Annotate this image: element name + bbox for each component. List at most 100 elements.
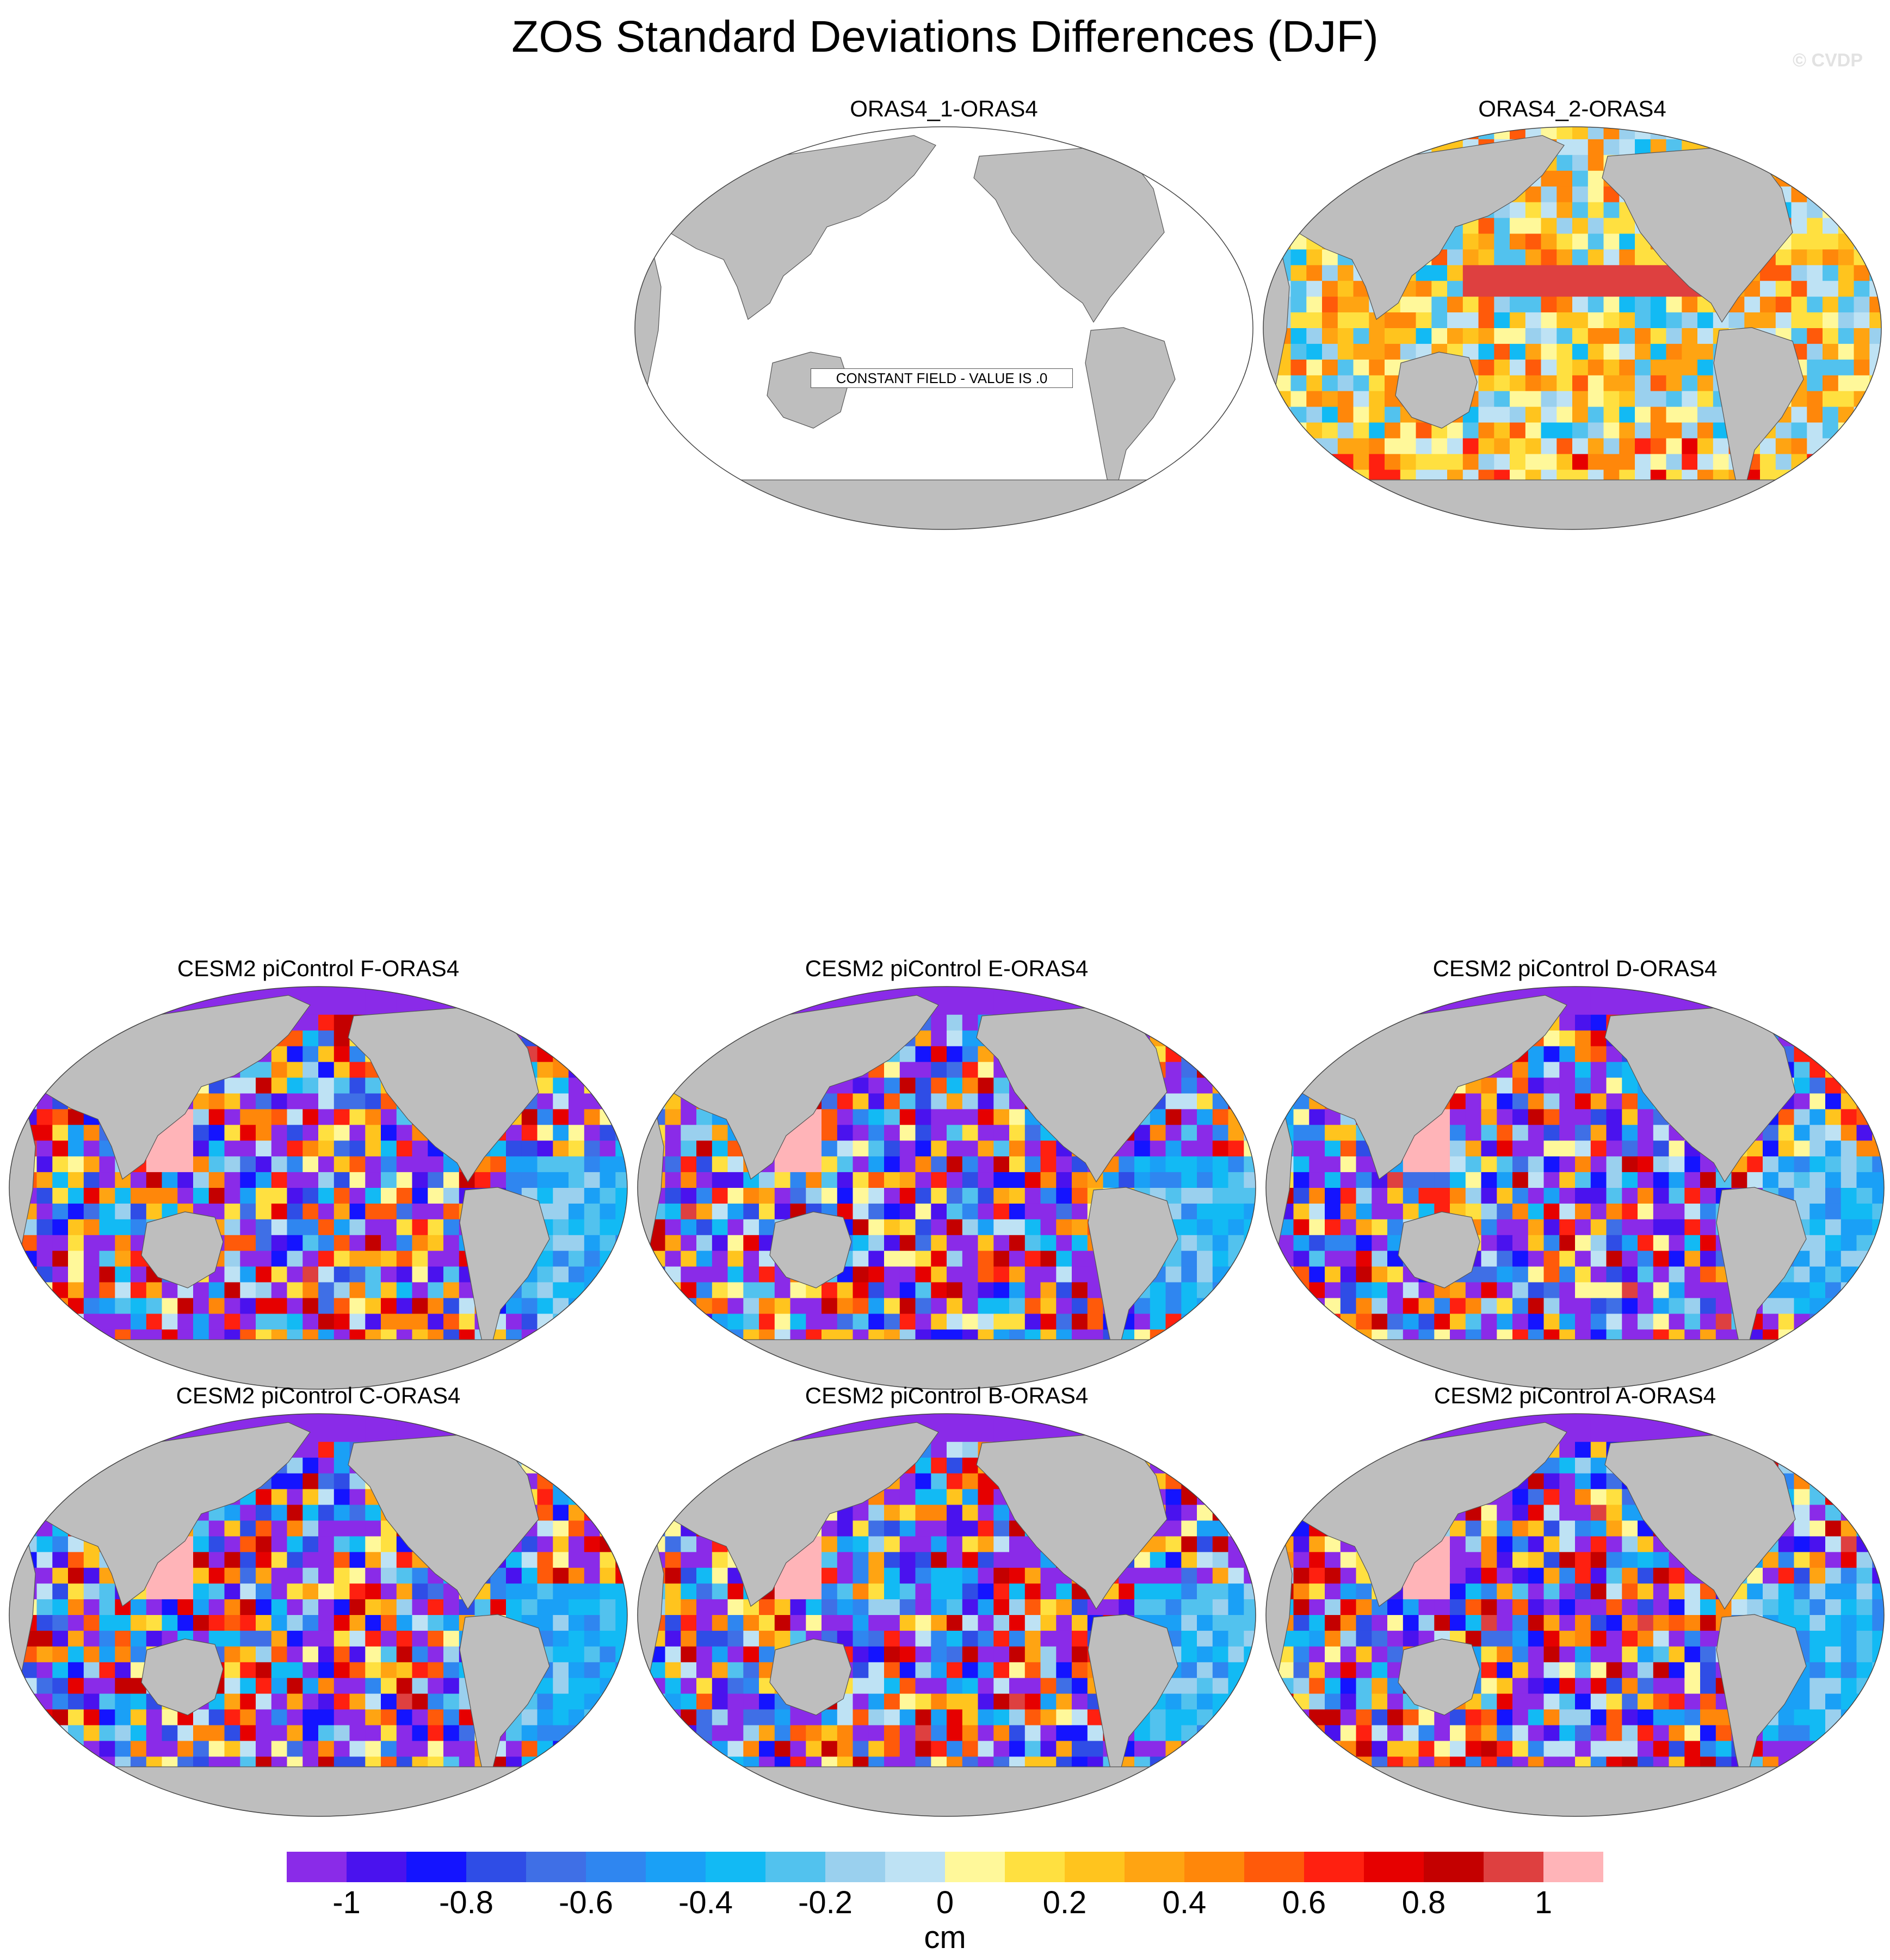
field-cell xyxy=(1325,1250,1341,1267)
field-cell xyxy=(1775,422,1792,439)
field-cell xyxy=(1856,1314,1873,1330)
field-cell xyxy=(256,1203,272,1220)
field-cell xyxy=(1293,1156,1310,1173)
field-cell xyxy=(208,1188,225,1204)
field-cell xyxy=(1572,249,1589,266)
field-cell xyxy=(333,1536,350,1552)
field-cell xyxy=(537,1046,553,1063)
field-cell xyxy=(506,1441,522,1458)
field-cell xyxy=(1512,1266,1529,1283)
field-cell xyxy=(1369,328,1385,344)
field-cell xyxy=(1387,1298,1404,1314)
field-cell xyxy=(287,1250,303,1267)
field-cell xyxy=(1572,343,1589,360)
field-cell xyxy=(1778,1172,1795,1188)
field-cell xyxy=(727,1172,744,1188)
field-cell xyxy=(537,1266,553,1283)
field-cell xyxy=(349,999,366,1015)
field-cell xyxy=(1823,265,1839,281)
field-cell xyxy=(224,1615,240,1631)
field-cell xyxy=(1244,987,1256,1000)
field-cell xyxy=(333,1646,350,1663)
field-cell xyxy=(853,1156,869,1173)
field-cell xyxy=(208,1583,225,1600)
field-cell xyxy=(21,1414,38,1427)
map-border xyxy=(1263,126,1882,530)
field-cell xyxy=(1653,1172,1670,1188)
field-cell xyxy=(1165,1125,1182,1141)
field-cell xyxy=(1447,328,1463,344)
field-cell xyxy=(1778,1282,1795,1298)
field-cell xyxy=(584,1014,601,1031)
field-cell xyxy=(443,1282,460,1298)
field-cell xyxy=(1266,1030,1278,1047)
field-cell xyxy=(884,1188,900,1204)
field-cell xyxy=(1181,1077,1197,1094)
field-cell xyxy=(521,1109,538,1125)
field-cell xyxy=(837,1093,854,1110)
field-cell xyxy=(271,1583,288,1600)
field-cell xyxy=(584,1361,601,1377)
field-cell xyxy=(1525,343,1542,360)
field-cell xyxy=(1559,987,1576,1000)
field-cell xyxy=(381,1203,397,1220)
field-cell xyxy=(36,1188,53,1204)
field-cell xyxy=(1606,1235,1622,1252)
field-cell xyxy=(1528,1172,1545,1188)
field-cell xyxy=(1731,1172,1747,1188)
field-cell xyxy=(553,1282,569,1298)
field-cell xyxy=(1512,1141,1529,1157)
field-cell xyxy=(287,1473,303,1490)
field-cell xyxy=(381,1568,397,1584)
field-cell xyxy=(83,999,100,1015)
field-cell xyxy=(1293,1125,1310,1141)
field-cell xyxy=(1337,501,1354,517)
field-cell xyxy=(9,1414,22,1427)
field-cell xyxy=(1450,1141,1466,1157)
field-cell xyxy=(1606,1172,1622,1188)
field-cell xyxy=(712,1125,728,1141)
field-cell xyxy=(915,1298,931,1314)
field-cell xyxy=(947,1046,963,1063)
field-cell xyxy=(1823,406,1839,423)
field-cell xyxy=(224,1314,240,1330)
field-cell xyxy=(349,1282,366,1298)
field-cell xyxy=(1356,1266,1372,1283)
field-cell xyxy=(256,1188,272,1204)
field-cell xyxy=(1588,312,1604,329)
field-cell xyxy=(1340,1298,1357,1314)
field-cell xyxy=(177,1552,194,1568)
field-cell xyxy=(1638,1109,1654,1125)
field-cell xyxy=(1669,1298,1685,1314)
field-cell xyxy=(584,1282,601,1298)
field-cell xyxy=(822,1109,838,1125)
field-cell xyxy=(1778,1125,1795,1141)
field-cell xyxy=(521,1552,538,1568)
field-cell xyxy=(1572,186,1589,203)
field-cell xyxy=(1306,485,1323,502)
field-cell xyxy=(1244,999,1256,1015)
field-cell xyxy=(1212,1030,1229,1047)
field-cell xyxy=(1823,454,1839,470)
field-cell xyxy=(365,1552,381,1568)
field-cell xyxy=(1293,999,1310,1015)
field-cell xyxy=(208,1414,225,1427)
field-cell xyxy=(1543,1062,1560,1078)
field-cell xyxy=(899,1109,916,1125)
field-cell xyxy=(1337,155,1354,171)
field-cell xyxy=(1266,1062,1278,1078)
field-cell xyxy=(1794,1077,1810,1094)
field-cell xyxy=(490,1599,507,1616)
field-cell xyxy=(506,987,522,1000)
field-cell xyxy=(853,1109,869,1125)
field-cell xyxy=(1838,127,1855,140)
field-cell xyxy=(665,1109,681,1125)
field-cell xyxy=(1228,1203,1244,1220)
field-cell xyxy=(947,1062,963,1078)
field-cell xyxy=(349,1615,366,1631)
field-cell xyxy=(193,1314,209,1330)
field-cell xyxy=(868,1172,885,1188)
field-cell xyxy=(521,1441,538,1458)
field-cell xyxy=(1510,343,1526,360)
field-cell xyxy=(208,1282,225,1298)
